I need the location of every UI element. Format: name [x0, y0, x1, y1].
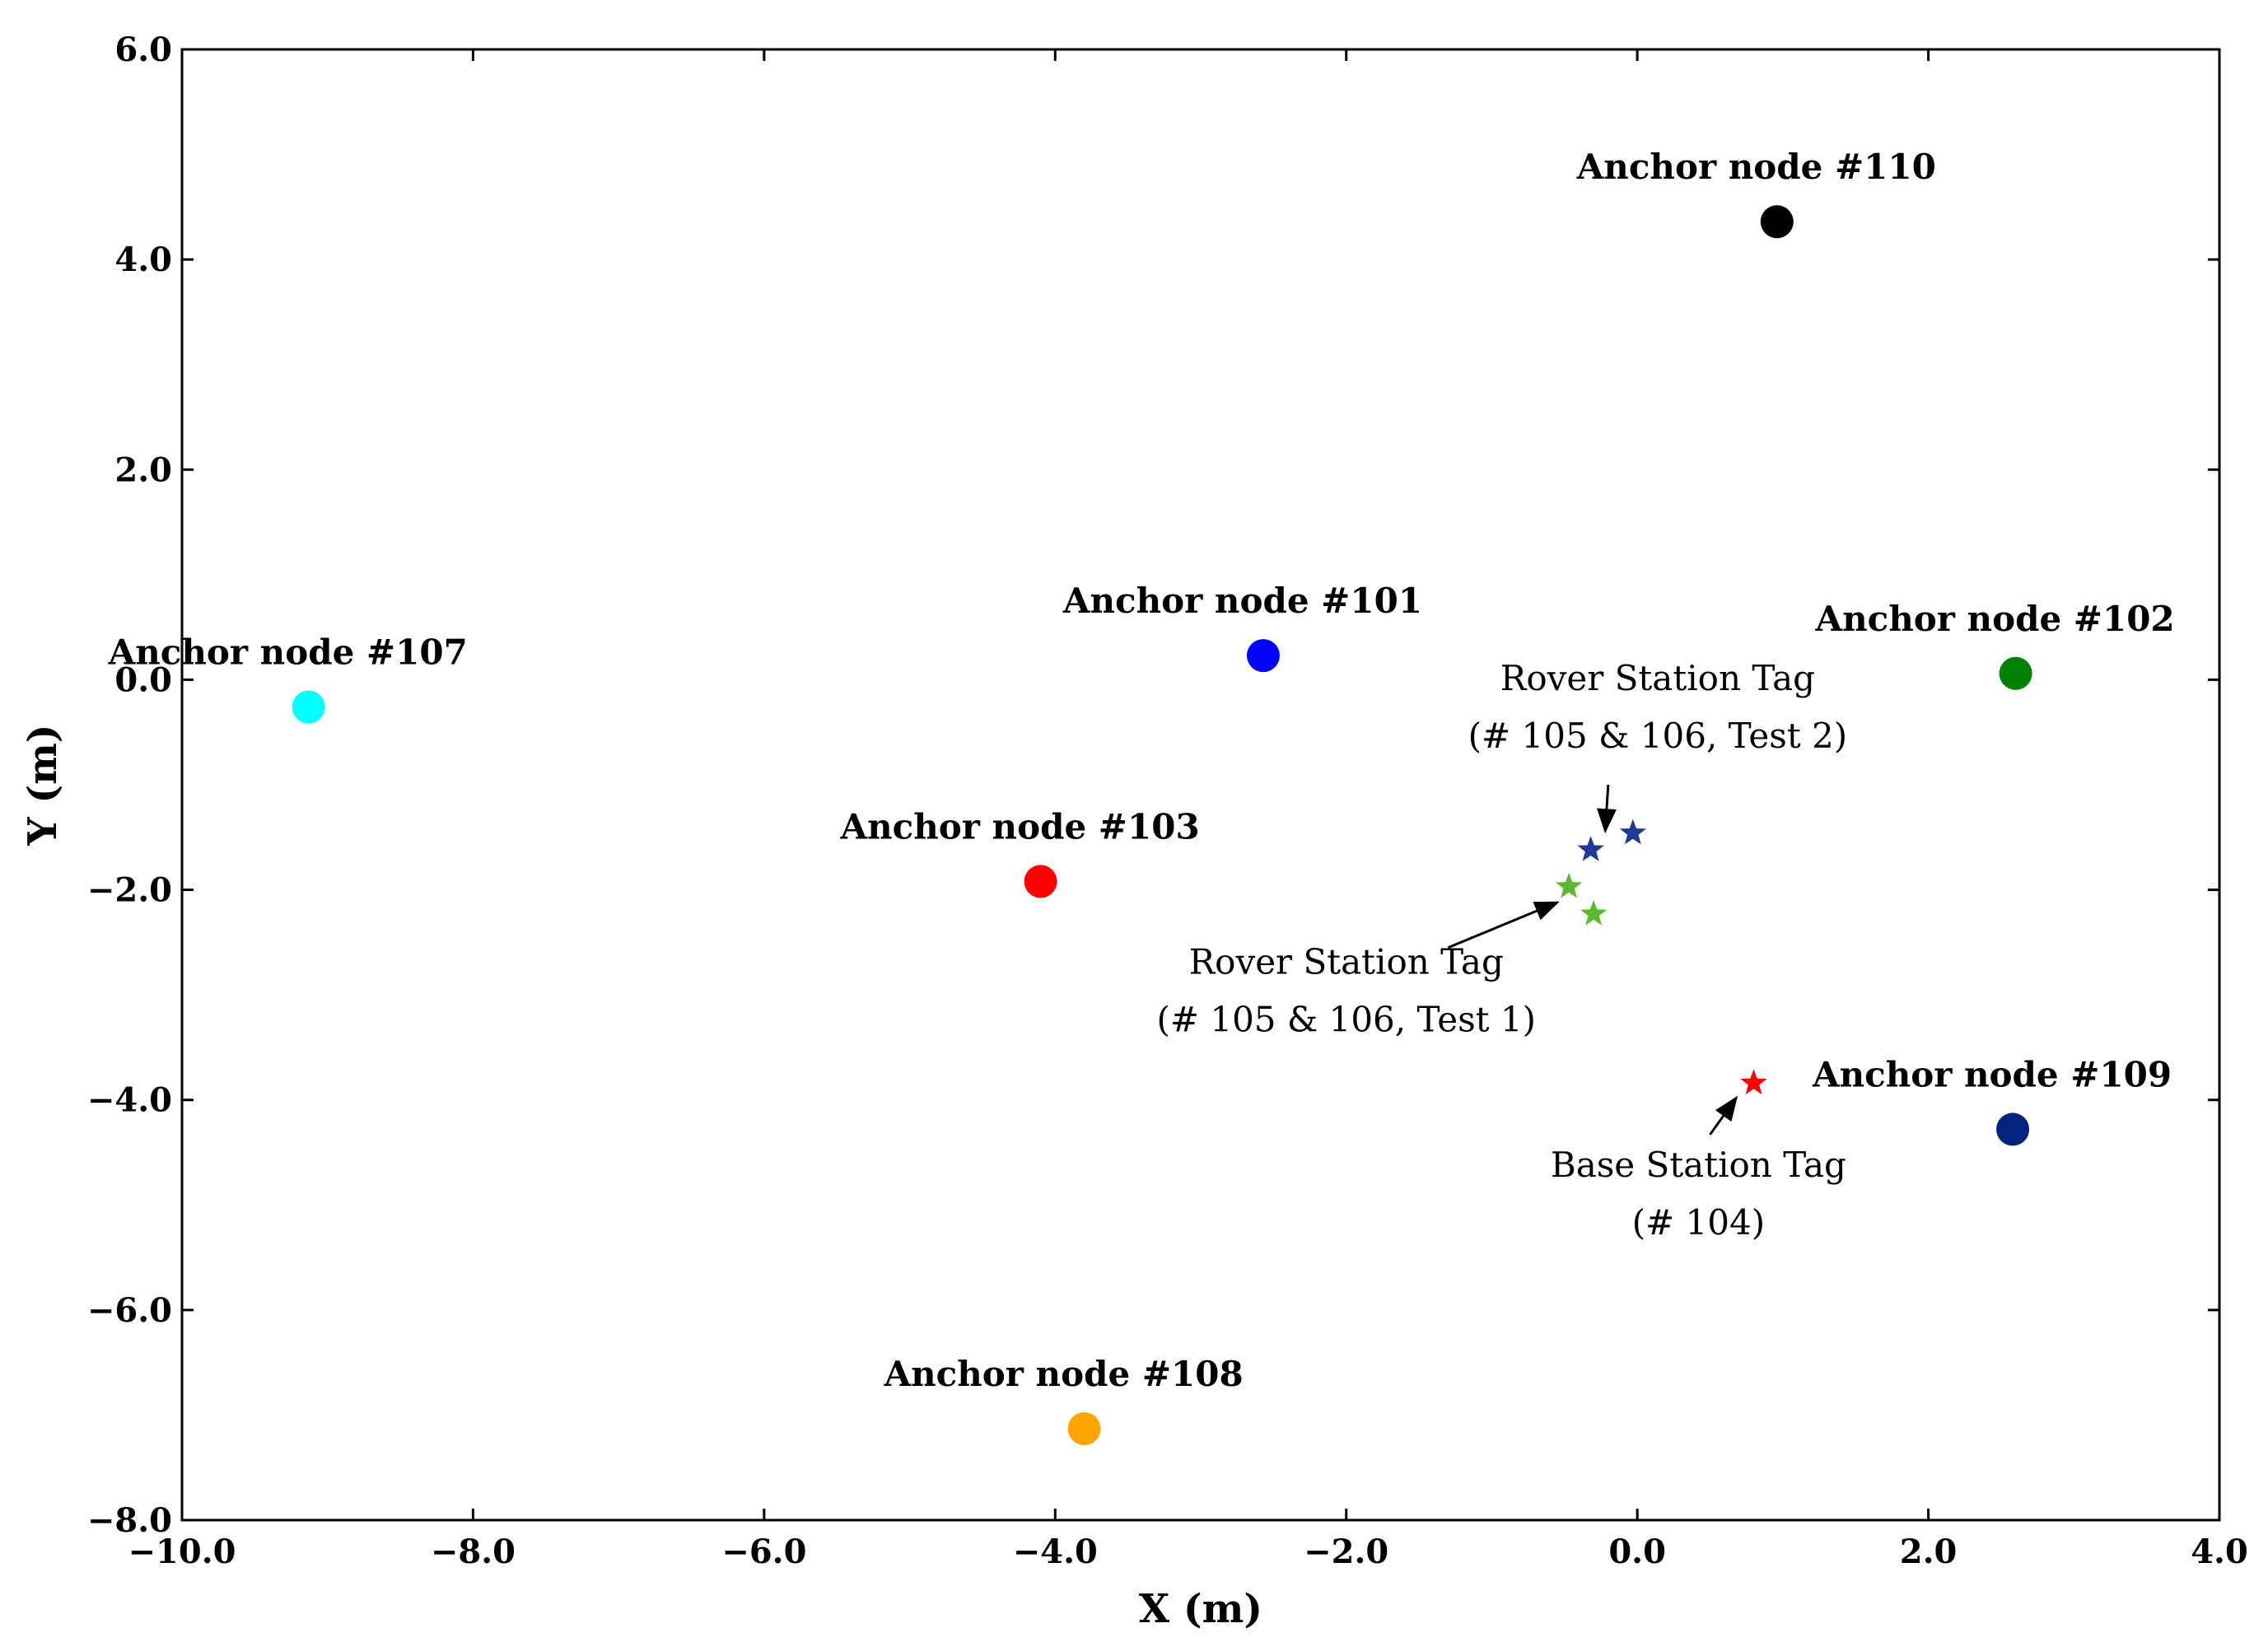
x-tick-label: −6.0 [721, 1532, 806, 1571]
y-tick-label: 6.0 [114, 30, 172, 69]
x-tick-label: −8.0 [431, 1532, 516, 1571]
tag-star-base [1740, 1069, 1767, 1095]
x-tick-label: 0.0 [1608, 1532, 1666, 1571]
tag-star-test2 [1577, 836, 1604, 861]
anchor-node-101-label: Anchor node #101 [1062, 581, 1422, 621]
anchor-node-102-label: Anchor node #102 [1815, 599, 2175, 639]
x-tick-label: −10.0 [128, 1532, 236, 1571]
anchor-node-103-marker [1024, 865, 1057, 898]
y-tick-label: −8.0 [87, 1501, 172, 1540]
annotation-test1-line: Rover Station Tag [1189, 942, 1504, 982]
anchor-node-108-label: Anchor node #108 [884, 1354, 1244, 1394]
anchor-node-107-marker [292, 690, 325, 724]
anchor-node-101-marker [1246, 639, 1280, 673]
plot-frame [180, 48, 2221, 1522]
x-axis-label: X (m) [1139, 1586, 1262, 1632]
tag-star-test1 [1555, 872, 1583, 898]
x-tick-label: −2.0 [1304, 1532, 1388, 1571]
tick-labels: −10.0 −8.0 −6.0 −4.0 −2.0 0.0 2.0 4.0−8.0−6.0−4… [87, 30, 2248, 1571]
annotation-test2-line: Rover Station Tag [1500, 658, 1815, 698]
tag-star-test1 [1580, 899, 1608, 926]
anchor-node-107-label: Anchor node #107 [108, 632, 468, 673]
x-tick-label: 4.0 [2191, 1532, 2248, 1571]
anchor-node-103-label: Anchor node #103 [840, 806, 1200, 847]
anchor-node-108-marker [1067, 1412, 1101, 1446]
data-points: Anchor node #101 Anchor node #102 Anchor n… [108, 147, 2175, 1446]
anchor-node-109-marker [1996, 1113, 2030, 1146]
annotation-base-line: (# 104) [1632, 1202, 1765, 1243]
anchor-node-110-label: Anchor node #110 [1576, 147, 1936, 187]
y-tick-label: 2.0 [114, 450, 172, 489]
annotation-test2-line: (# 105 & 106, Test 2) [1468, 716, 1848, 756]
x-tick-label: −4.0 [1013, 1532, 1098, 1571]
y-tick-label: 0.0 [114, 660, 172, 699]
tag-star-test2 [1619, 819, 1646, 845]
y-tick-label: −4.0 [87, 1081, 172, 1120]
y-tick-label: −2.0 [87, 871, 172, 910]
annotation-test1-line: (# 105 & 106, Test 1) [1156, 1000, 1536, 1040]
y-axis-label: Y (m) [20, 724, 66, 846]
annotation-test2-arrow [1596, 784, 1617, 834]
x-tick-label: 2.0 [1900, 1532, 1958, 1571]
anchor-node-110-marker [1760, 205, 1794, 239]
anchor-node-109-label: Anchor node #109 [1812, 1054, 2172, 1094]
annotations: Rover Station Tag (# 105 & 106, Test 2) Ro… [1156, 658, 1847, 1243]
anchor-node-102-marker [1999, 656, 2032, 690]
y-tick-label: −6.0 [87, 1291, 172, 1330]
annotation-test1-arrow [1447, 901, 1560, 949]
annotation-base-line: Base Station Tag [1551, 1145, 1846, 1185]
y-tick-label: 4.0 [114, 240, 172, 279]
axis-ticks [180, 48, 2221, 1522]
annotation-base-arrow [1709, 1095, 1738, 1136]
